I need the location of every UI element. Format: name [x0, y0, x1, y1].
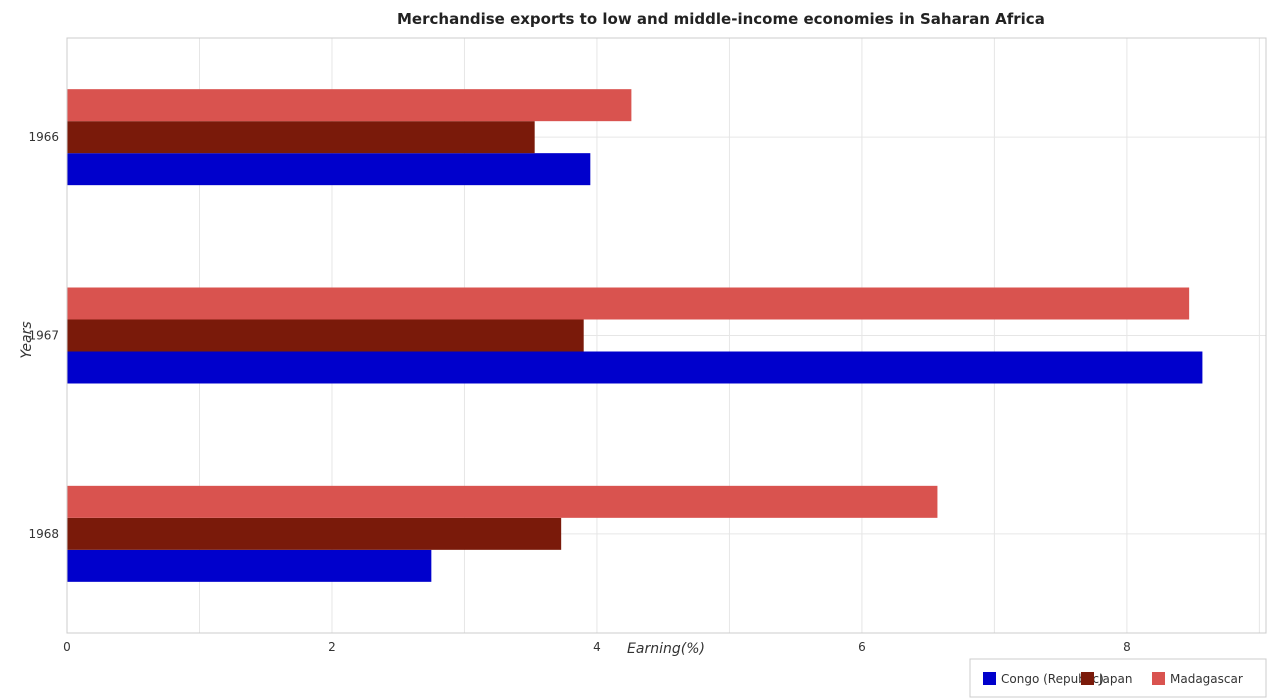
bar-1968-congo-republic	[67, 549, 432, 582]
y-tick-label: 1966	[28, 130, 59, 144]
bar-1967-madagascar	[67, 287, 1190, 320]
bar-1966-congo-republic	[67, 153, 591, 186]
bar-1968-madagascar	[67, 485, 938, 518]
bar-1967-japan	[67, 319, 584, 352]
bars	[67, 89, 1203, 582]
x-axis-label: Earning(%)	[627, 641, 705, 657]
legend-label: Madagascar	[1170, 672, 1243, 686]
bar-1966-madagascar	[67, 89, 632, 122]
legend-label: Congo (Republic)	[1001, 672, 1104, 686]
bar-1966-japan	[67, 121, 535, 154]
legend-swatch	[1152, 672, 1165, 685]
x-tick-label: 0	[63, 640, 71, 654]
bar-1967-congo-republic	[67, 351, 1203, 384]
x-tick-label: 6	[858, 640, 866, 654]
y-tick-label: 1967	[28, 329, 59, 343]
bar-1968-japan	[67, 517, 562, 550]
x-tick-label: 2	[328, 640, 336, 654]
y-tick-label: 1968	[28, 527, 59, 541]
legend-label: Japan	[1098, 672, 1132, 686]
x-tick-label: 8	[1123, 640, 1131, 654]
x-tick-label: 4	[593, 640, 601, 654]
legend: Congo (Republic)Japan Madagascar	[969, 658, 1267, 698]
plot-frame	[66, 37, 1267, 634]
chart-title: Merchandise exports to low and middle-in…	[397, 10, 1045, 28]
legend-swatch	[1081, 672, 1094, 685]
axis-ticks: 1966 1967 1968 0 2 4 6 8	[28, 130, 1130, 654]
y-axis-label: Years	[19, 321, 35, 358]
legend-swatch	[983, 672, 996, 685]
legend-box	[969, 658, 1267, 698]
